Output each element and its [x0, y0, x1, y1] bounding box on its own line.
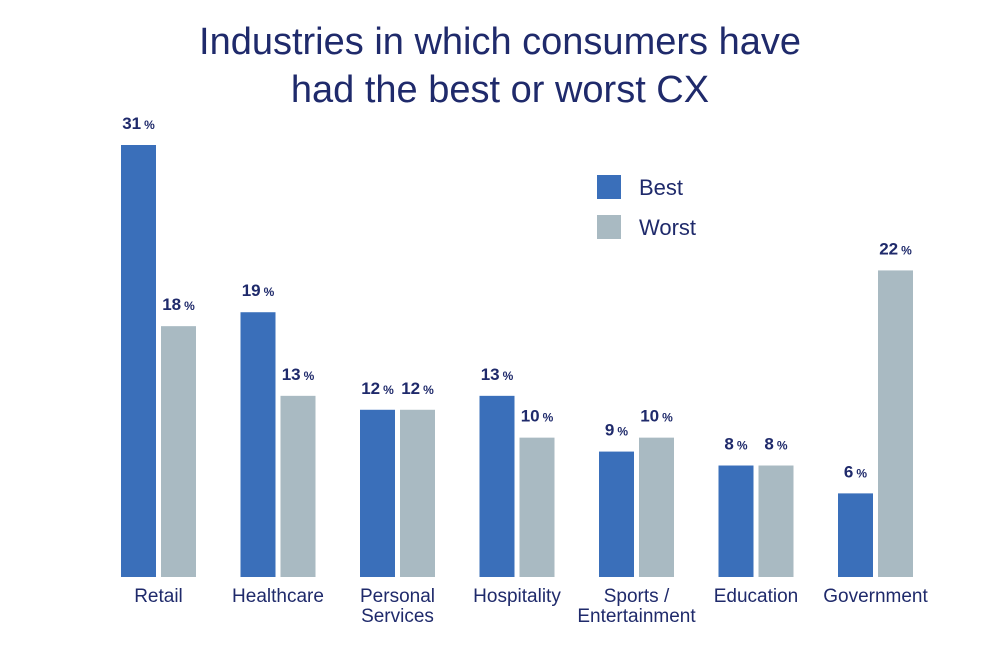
value-label-best-education: 8%: [724, 435, 747, 454]
category-label-government: Government: [823, 586, 928, 607]
bar-best-personal-services: [360, 409, 395, 577]
value-label-worst-government: 22%: [879, 239, 912, 258]
legend-label-best: Best: [639, 175, 683, 200]
bar-worst-personal-services: [400, 409, 435, 577]
value-label-best-hospitality: 13%: [481, 365, 514, 384]
chart-title-line-2: had the best or worst CX: [290, 69, 710, 111]
value-label-worst-sports-entertainment: 10%: [640, 407, 673, 426]
bar-worst-sports-entertainment: [639, 437, 674, 577]
bar-best-sports-entertainment: [599, 451, 634, 577]
value-label-best-retail: 31%: [122, 114, 155, 133]
chart-title-line-1: Industries in which consumers have: [199, 21, 801, 63]
category-label-retail: Retail: [134, 586, 183, 607]
bar-worst-education: [758, 465, 794, 577]
chart-title: Industries in which consumers have had t…: [0, 18, 1000, 114]
bar-best-education: [718, 465, 754, 577]
bar-worst-hospitality: [519, 437, 555, 577]
category-label-sports-entertainment: Sports / Entertainment: [577, 586, 696, 627]
value-label-best-government: 6%: [844, 462, 867, 481]
value-label-worst-retail: 18%: [162, 295, 195, 314]
category-label-healthcare: Healthcare: [232, 586, 324, 607]
legend-swatch-worst: [597, 215, 621, 239]
value-label-worst-hospitality: 10%: [521, 407, 554, 426]
legend-label-worst: Worst: [639, 215, 696, 240]
bar-best-retail: [121, 145, 156, 577]
value-label-worst-personal-services: 12%: [401, 379, 434, 398]
category-label-hospitality: Hospitality: [473, 586, 561, 607]
legend-swatch-best: [597, 175, 621, 199]
value-label-best-sports-entertainment: 9%: [605, 421, 628, 440]
category-label-education: Education: [714, 586, 799, 607]
bar-best-healthcare: [240, 312, 276, 577]
bar-worst-healthcare: [280, 395, 316, 577]
bar-best-government: [838, 493, 873, 577]
value-label-worst-education: 8%: [764, 435, 787, 454]
value-label-worst-healthcare: 13%: [282, 365, 315, 384]
bar-best-hospitality: [479, 395, 515, 577]
category-label-personal-services: Personal Services: [360, 586, 435, 627]
bar-worst-government: [878, 270, 913, 577]
value-label-best-personal-services: 12%: [361, 379, 394, 398]
value-label-best-healthcare: 19%: [242, 281, 275, 300]
bar-worst-retail: [161, 326, 196, 577]
